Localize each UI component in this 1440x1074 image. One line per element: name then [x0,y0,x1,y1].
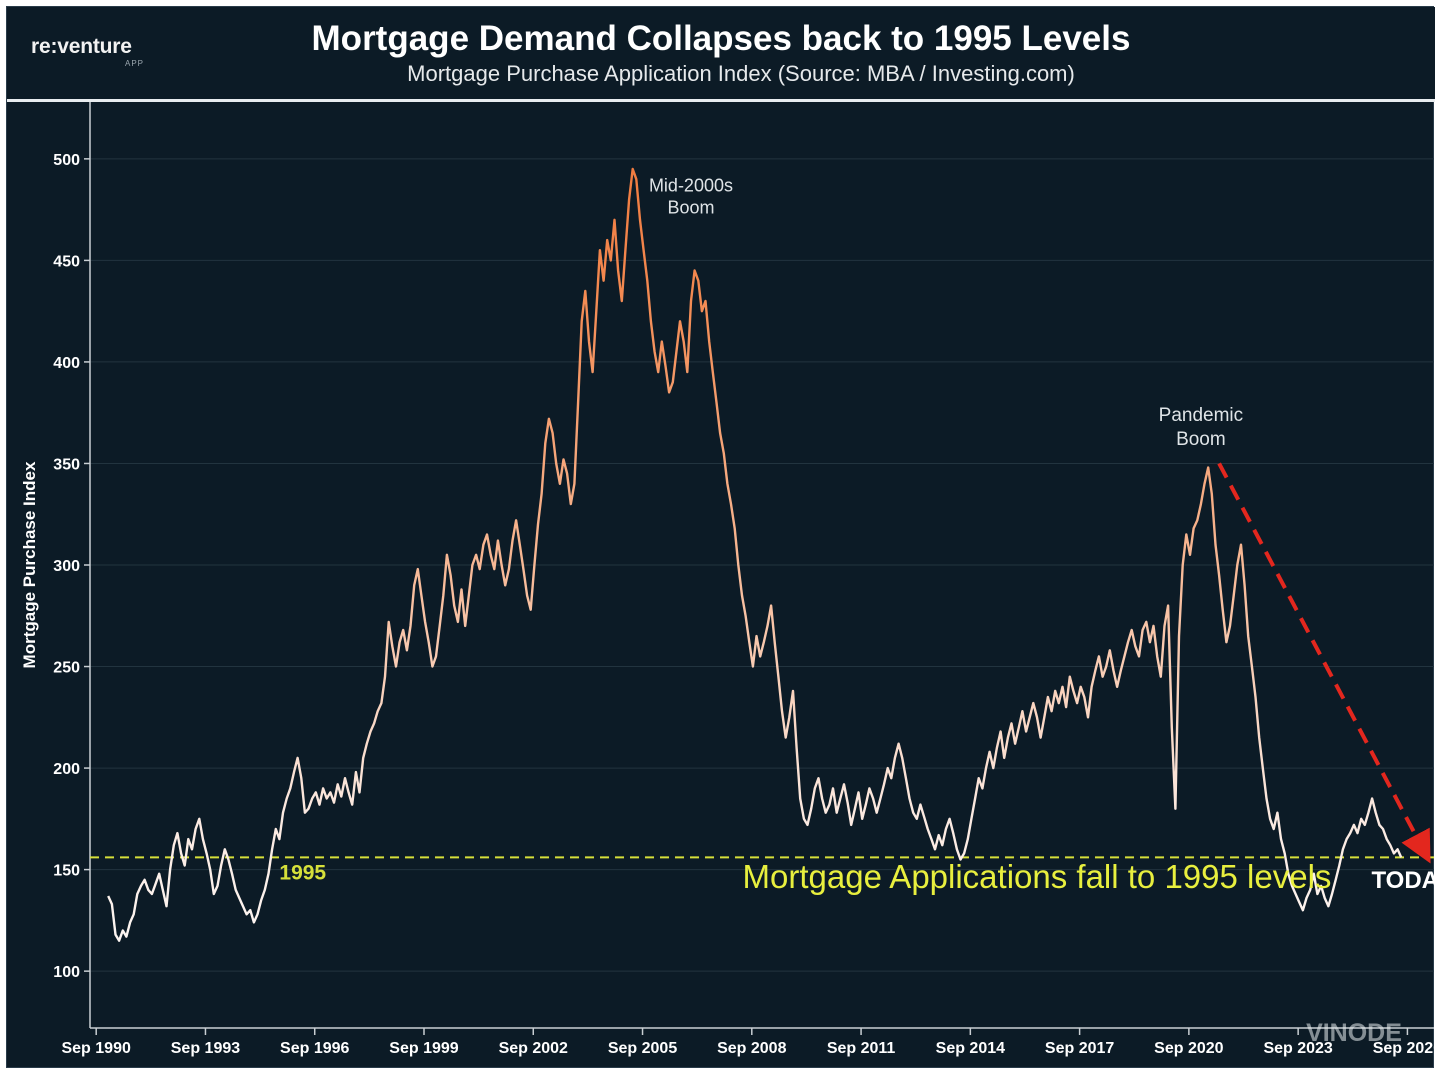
y-axis-label: Mortgage Purchase Index [20,461,39,668]
x-tick-label: Sep 2026 [1373,1040,1440,1057]
x-tick-label: Sep 2008 [717,1040,786,1057]
x-axis-ticks: Sep 1990 Sep 1993 Sep 1996 Sep 1999 Sep 2002… [61,1028,1440,1057]
chart-subtitle: Mortgage Purchase Application Index (Sou… [407,61,1075,86]
annotation-boom: Boom [667,198,714,218]
y-tick-label: 300 [53,558,80,575]
x-tick-label: Sep 2020 [1154,1040,1223,1057]
x-tick-label: Sep 2002 [499,1040,568,1057]
y-tick-label: 400 [53,355,80,372]
header-divider [7,99,1435,102]
x-tick-label: Sep 1999 [389,1040,458,1057]
annotation-mid-2000s: Mid-2000s [649,175,733,195]
y-tick-label: 500 [53,152,80,169]
x-tick-label: Sep 2017 [1045,1040,1114,1057]
annotation-pandemic: Pandemic [1159,405,1244,426]
chart-frame: re:venture APP Mortgage Demand Collapses… [6,6,1435,1068]
brand-logo: re:venture [31,35,132,58]
y-tick-label: 250 [53,660,80,677]
y-axis-ticks: 100 150 200 250 300 350 400 450 500 [53,152,90,981]
grid-lines [90,158,1434,972]
y-tick-label: 200 [53,761,80,778]
reference-line-label: 1995 [279,861,326,884]
annotation-today: TODAY [1371,867,1440,894]
y-tick-label: 350 [53,456,80,473]
x-tick-label: Sep 2023 [1263,1040,1332,1057]
annotation-callout: Mortgage Applications fall to 1995 level… [743,858,1332,895]
x-tick-label: Sep 1990 [61,1040,130,1057]
series-line [107,167,1403,942]
watermark: VINODE [1306,1019,1402,1047]
trend-arrow [1217,462,1431,864]
chart-title: Mortgage Demand Collapses back to 1995 L… [311,19,1131,58]
reference-line-1995: 1995 [90,856,1434,884]
x-tick-label: Sep 1993 [171,1040,240,1057]
x-tick-label: Sep 2005 [608,1040,677,1057]
x-tick-label: Sep 1996 [280,1040,349,1057]
y-tick-label: 450 [53,253,80,270]
x-tick-label: Sep 2011 [827,1040,896,1057]
y-tick-label: 150 [53,863,80,880]
chart-header: re:venture APP Mortgage Demand Collapses… [7,7,1435,99]
annotations: Mid-2000s Boom Pandemic Boom Mortgage Applic… [649,175,1440,895]
x-tick-label: Sep 2014 [936,1040,1005,1057]
trend-arrow-line [1217,462,1431,864]
brand-logo-sub: APP [125,59,145,68]
y-tick-label: 100 [53,964,80,981]
series-path [107,167,1403,942]
annotation-pandemic-boom: Boom [1176,429,1226,450]
